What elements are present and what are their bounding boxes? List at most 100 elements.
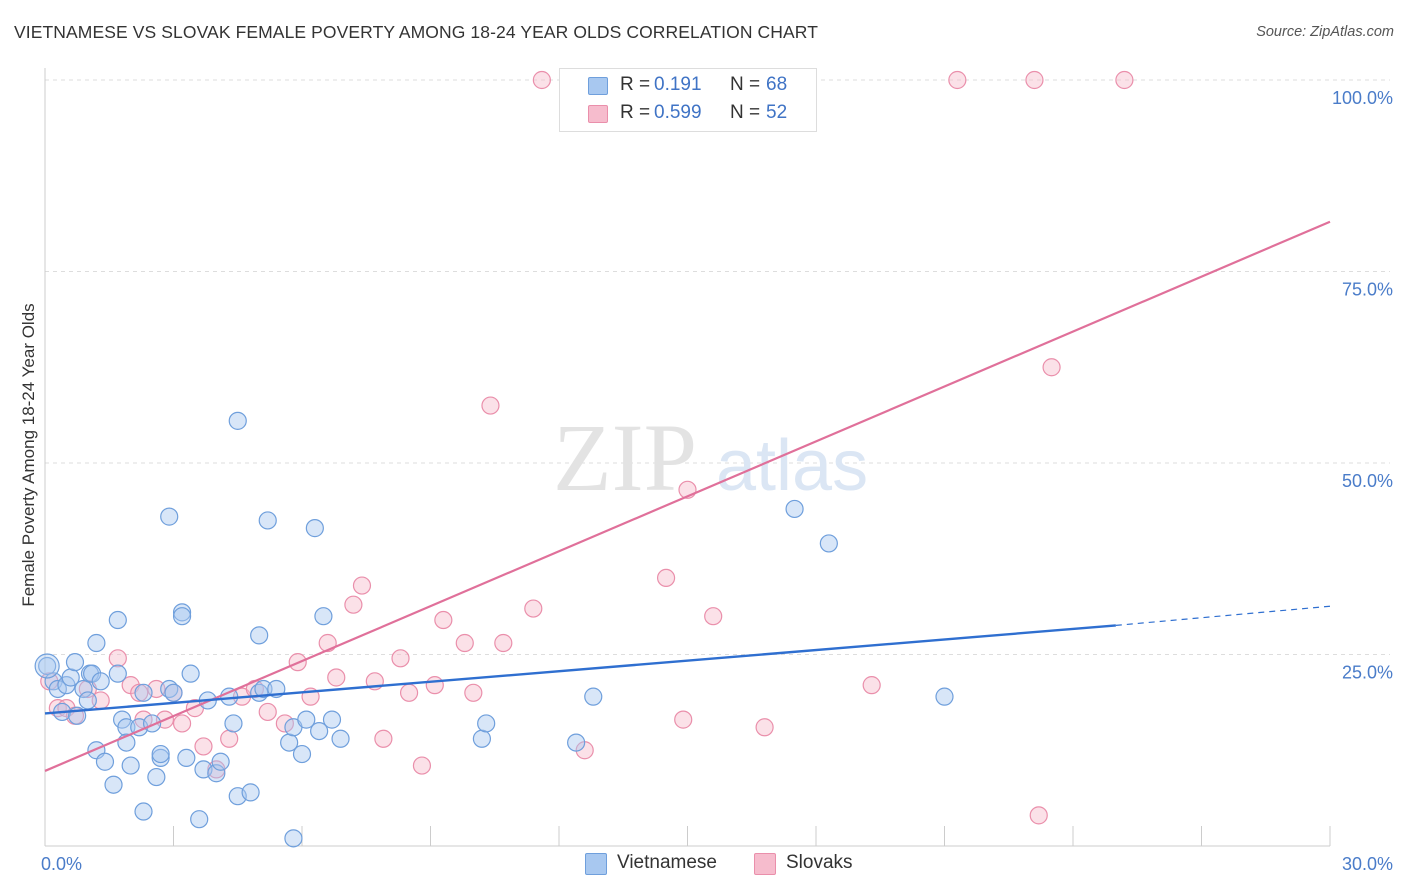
slovaks-point xyxy=(172,714,192,733)
vietnamese-point xyxy=(172,603,192,622)
vietnamese-point xyxy=(151,748,170,768)
slovaks-legend-swatch xyxy=(754,853,776,875)
slovaks-point xyxy=(391,649,410,668)
vietnamese-point xyxy=(87,633,106,653)
trend-lines xyxy=(44,220,1331,772)
slovaks-point xyxy=(532,70,551,90)
legend-r-value: 0.191 xyxy=(654,74,702,95)
legend-n-label: N = xyxy=(730,74,761,95)
vietnamese-point xyxy=(48,679,67,699)
watermark: ZIP atlas xyxy=(553,404,868,511)
slovaks-point xyxy=(412,756,432,775)
slovaks-point xyxy=(1025,70,1044,90)
vietnamese-point xyxy=(172,607,192,626)
vietnamese-point xyxy=(38,656,57,676)
vietnamese-point xyxy=(254,679,273,699)
vietnamese-point xyxy=(160,507,179,526)
slovaks-point xyxy=(275,714,294,733)
vietnamese-point xyxy=(228,411,247,430)
slovaks-point xyxy=(327,668,346,687)
slovaks-point xyxy=(674,710,693,729)
vietnamese-point xyxy=(104,775,123,794)
tick-labels: 100.0% 75.0% 50.0% 25.0% 0.0% 30.0% xyxy=(41,88,1393,874)
vietnamese-point xyxy=(121,756,140,775)
vietnamese-point xyxy=(34,653,60,679)
slovaks-point xyxy=(258,702,277,722)
vietnamese-point xyxy=(134,802,153,821)
vietnamese-point xyxy=(224,714,243,733)
slovaks-point xyxy=(862,676,881,695)
vietnamese-point xyxy=(258,511,277,530)
legend-r-label: R = xyxy=(620,102,651,123)
slovaks-point xyxy=(425,676,444,695)
vietnamese-point xyxy=(151,744,170,764)
vietnamese-point xyxy=(108,610,127,630)
y-tick-label: 50.0% xyxy=(1342,471,1393,491)
slovaks-point xyxy=(1042,358,1061,377)
slovaks-point xyxy=(108,649,127,668)
legend-n-value: 68 xyxy=(766,74,788,95)
vietnamese-point xyxy=(78,691,97,710)
chart-title: VIETNAMESE VS SLOVAK FEMALE POVERTY AMON… xyxy=(14,22,818,42)
slovaks-point xyxy=(524,599,543,618)
vietnamese-point xyxy=(584,687,603,706)
slovaks-swatch xyxy=(588,105,608,123)
vietnamese-point xyxy=(305,519,324,538)
vietnamese-point xyxy=(74,679,93,699)
slovaks-point xyxy=(374,729,393,748)
vietnamese-point xyxy=(177,748,196,768)
source-label: Source: ZipAtlas.com xyxy=(1256,24,1394,40)
y-tick-label: 75.0% xyxy=(1342,280,1393,300)
vietnamese-point xyxy=(134,683,153,702)
slovaks-point xyxy=(130,683,149,702)
y-tick-label: 25.0% xyxy=(1342,663,1393,683)
vietnamese-trend-extension xyxy=(1115,605,1331,626)
vietnamese-point xyxy=(108,664,127,683)
vietnamese-point xyxy=(567,733,586,752)
legend-row-vietnamese: R = 0.191 N = 68 xyxy=(560,72,816,100)
vietnamese-point xyxy=(284,829,303,848)
vietnamese-point xyxy=(297,710,316,729)
slovaks-point xyxy=(352,576,372,595)
x-tick-label: 30.0% xyxy=(1342,854,1393,874)
vietnamese-point xyxy=(935,687,954,706)
slovaks-point xyxy=(948,70,967,90)
vietnamese-point xyxy=(477,714,496,733)
slovaks-legend-label: Slovaks xyxy=(786,852,853,873)
vietnamese-point xyxy=(65,653,85,672)
y-tick-label: 100.0% xyxy=(1332,88,1393,108)
vietnamese-point xyxy=(91,672,110,691)
vietnamese-point xyxy=(190,810,209,829)
slovaks-point xyxy=(481,396,500,415)
vietnamese-point xyxy=(241,783,260,802)
slovaks-point xyxy=(1029,806,1048,825)
x-tick-label: 0.0% xyxy=(41,854,82,874)
slovaks-point xyxy=(494,633,513,653)
legend-r-label: R = xyxy=(620,74,651,95)
vietnamese-point xyxy=(147,767,166,787)
slovaks-point xyxy=(455,633,474,653)
slovaks-point xyxy=(464,683,483,702)
legend-row-slovaks: R = 0.599 N = 52 xyxy=(560,100,816,128)
watermark-atlas: atlas xyxy=(716,426,868,506)
slovaks-trend-line xyxy=(44,220,1331,772)
vietnamese-point xyxy=(819,534,838,553)
legend-n-value: 52 xyxy=(766,102,788,123)
vietnamese-legend-label: Vietnamese xyxy=(617,852,717,873)
grid-lines xyxy=(45,79,1390,655)
vietnamese-point xyxy=(181,664,200,683)
slovaks-point xyxy=(656,568,676,588)
vietnamese-point xyxy=(310,721,329,741)
slovaks-point xyxy=(434,610,453,630)
legend-r-value: 0.599 xyxy=(654,102,702,123)
vietnamese-swatch xyxy=(588,77,608,95)
correlation-legend: R = 0.191 N = 68 R = 0.599 N = 52 xyxy=(559,68,817,132)
vietnamese-point xyxy=(322,710,342,729)
axes xyxy=(44,68,1331,847)
slovaks-point xyxy=(755,718,774,737)
watermark-zip: ZIP xyxy=(553,404,697,511)
vietnamese-point xyxy=(250,626,269,645)
vietnamese-point xyxy=(314,607,333,626)
slovaks-point xyxy=(1115,70,1134,90)
slovaks-point xyxy=(194,737,213,756)
